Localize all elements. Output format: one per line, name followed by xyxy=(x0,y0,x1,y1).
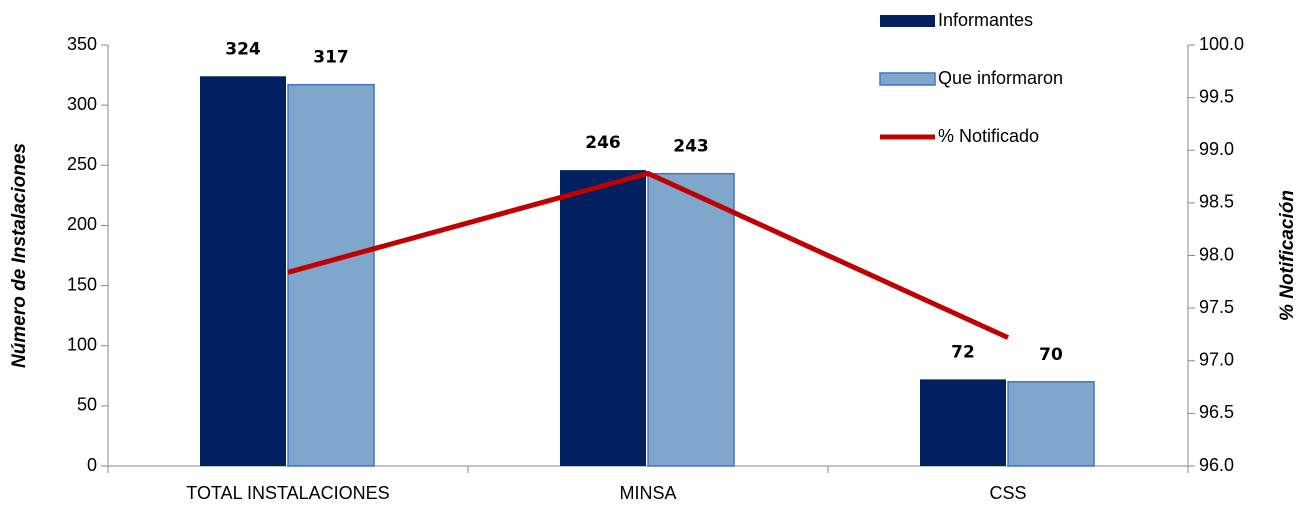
y2-tick-label: 96.0 xyxy=(1199,455,1234,475)
y2-tick-label: 99.0 xyxy=(1199,139,1234,159)
line xyxy=(287,170,1010,340)
y-tick-label: 250 xyxy=(67,154,97,174)
y2-tick-label: 97.5 xyxy=(1199,297,1234,317)
y2-tick-label: 96.5 xyxy=(1199,402,1234,422)
legend-swatch xyxy=(880,15,935,27)
x-tick-label: CSS xyxy=(989,483,1026,503)
y-tick-label: 300 xyxy=(67,94,97,114)
bar xyxy=(1007,381,1095,467)
value-label: 324 xyxy=(225,39,261,59)
y2-tick-label: 100.0 xyxy=(1199,34,1244,54)
bar xyxy=(647,172,735,467)
legend-label: Que informaron xyxy=(938,68,1063,88)
y-tick-label: 150 xyxy=(67,274,97,294)
bar xyxy=(920,379,1006,466)
y2-tick-label: 98.0 xyxy=(1199,244,1234,264)
legend-label: Informantes xyxy=(938,10,1033,30)
x-tick-label: MINSA xyxy=(619,483,676,503)
y-tick-label: 100 xyxy=(67,334,97,354)
bar xyxy=(560,170,646,466)
y-axis-title: Número de Instalaciones xyxy=(9,143,30,368)
bar xyxy=(200,76,286,466)
y2-axis-title: % Notificación xyxy=(1277,190,1298,321)
y-tick-label: 50 xyxy=(77,395,97,415)
legend-swatch xyxy=(879,72,936,86)
y2-tick-label: 97.0 xyxy=(1199,350,1234,370)
y-tick-label: 350 xyxy=(67,34,97,54)
bar xyxy=(287,83,375,467)
value-label: 72 xyxy=(951,342,975,362)
y2-tick-label: 99.5 xyxy=(1199,86,1234,106)
value-label: 246 xyxy=(585,133,621,153)
y2-tick-label: 98.5 xyxy=(1199,192,1234,212)
y-tick-label: 0 xyxy=(87,455,97,475)
legend-label: % Notificado xyxy=(938,126,1039,146)
value-label: 70 xyxy=(1039,345,1063,365)
x-tick-label: TOTAL INSTALACIONES xyxy=(186,483,389,503)
y-tick-label: 200 xyxy=(67,214,97,234)
value-label: 243 xyxy=(673,137,709,157)
value-label: 317 xyxy=(313,48,349,68)
